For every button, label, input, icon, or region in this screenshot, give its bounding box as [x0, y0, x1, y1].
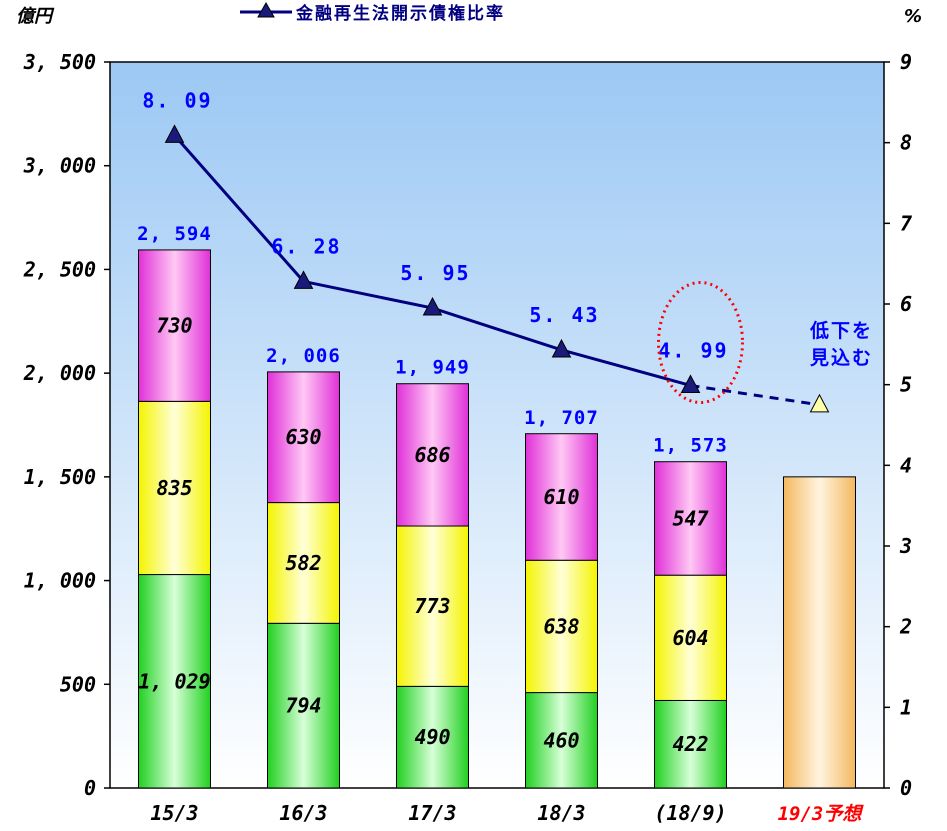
segment-value-label: 610 [543, 485, 579, 509]
bar-segment [654, 574, 727, 701]
bar-segment [525, 692, 598, 789]
right-tick-label: 0 [900, 776, 912, 800]
bar-segment [396, 383, 469, 527]
segment-value-label: 422 [672, 732, 708, 756]
segment-value-label: 490 [414, 725, 450, 749]
segment-value-label: 638 [543, 614, 579, 638]
left-axis: 0 500 1, 000 1, 500 2, 000 2, 500 3, 000 3, 500 [23, 50, 110, 800]
left-tick-label: 1, 000 [24, 569, 96, 593]
right-tick-label: 9 [900, 50, 912, 74]
right-tick-label: 5 [900, 373, 912, 397]
annotation-line-1: 低下を [809, 319, 873, 342]
segment-value-label: 582 [285, 551, 321, 575]
segment-value-label: 604 [672, 626, 708, 650]
segment-value-label: 794 [285, 694, 321, 718]
left-axis-unit: 億円 [16, 6, 55, 27]
category-label-forecast: 19/3予想 [778, 803, 865, 825]
right-axis: 0 1 2 3 4 5 6 7 8 9 [884, 50, 912, 800]
category-label: 18/3 [537, 801, 585, 825]
bar-segment [267, 371, 340, 504]
ratio-value-label: 4. 99 [658, 338, 728, 362]
right-tick-label: 7 [900, 211, 912, 235]
highlight-circle [657, 280, 744, 404]
left-tick-label: 2, 500 [23, 257, 96, 281]
right-tick-label: 3 [899, 534, 912, 558]
segment-value-label: 730 [156, 314, 192, 338]
segment-value-label: 1, 029 [138, 669, 210, 693]
segment-value-label: 686 [414, 443, 450, 467]
total-value-label: 2, 594 [137, 223, 212, 245]
annotation-line-2: 見込む [810, 347, 873, 369]
ratio-projected-marker [809, 393, 830, 413]
forecast-bar [783, 476, 856, 789]
right-axis-unit: % [904, 6, 922, 27]
total-value-label: 1, 707 [524, 407, 599, 429]
bar-segment [396, 685, 469, 789]
legend: 金融再生法開示債権比率 [240, 1, 505, 24]
category-label: 16/3 [279, 801, 327, 825]
segment-value-label: 773 [414, 594, 450, 618]
right-tick-label: 4 [900, 453, 912, 477]
bar-segment [138, 249, 211, 402]
left-tick-label: 2, 000 [23, 361, 96, 385]
left-tick-label: 1, 500 [24, 465, 96, 489]
left-tick-label: 3, 500 [23, 50, 96, 74]
ratio-point-marker [164, 124, 185, 143]
bar-segment [396, 525, 469, 687]
ratio-projection-line [690, 383, 820, 407]
total-value-label: 1, 949 [395, 357, 470, 379]
ratio-point-marker [422, 296, 443, 316]
right-tick-label: 8 [900, 131, 912, 155]
category-label: 15/3 [150, 801, 198, 825]
category-label: (18/9) [654, 801, 726, 825]
right-tick-label: 1 [900, 695, 912, 719]
total-value-label: 1, 573 [653, 435, 728, 457]
bars-layer: 1, 029 835 730 794 582 630 490 773 686 460 638 610 4… [137, 223, 856, 789]
segment-value-label: 460 [543, 728, 579, 752]
ratio-value-label: 5. 95 [400, 261, 470, 285]
plot-area [109, 61, 885, 789]
left-tick-label: 3, 000 [23, 154, 96, 178]
ratio-value-label: 8. 09 [142, 88, 212, 112]
right-tick-label: 6 [900, 292, 912, 316]
ratio-point-marker [551, 338, 572, 358]
segment-value-label: 835 [156, 476, 192, 500]
segment-value-label: 630 [285, 425, 321, 449]
right-tick-label: 2 [899, 615, 912, 639]
category-axis: 15/3 16/3 17/3 18/3 (18/9) 19/3予想 [150, 801, 864, 825]
forecast-annotation: 低下を 見込む [809, 319, 873, 369]
ratio-line-layer: 8. 09 6. 28 5. 95 5. 43 4. 99 [142, 88, 830, 413]
left-tick-label: 500 [60, 672, 96, 696]
legend-label: 金融再生法開示債権比率 [295, 3, 505, 24]
legend-marker-triangle [257, 1, 275, 18]
bar-segment [267, 622, 340, 789]
bar-segment [525, 433, 598, 561]
bar-segment [525, 559, 598, 694]
bar-segment [654, 461, 727, 576]
segment-value-label: 547 [672, 506, 708, 530]
ratio-value-label: 5. 43 [529, 303, 599, 327]
category-label: 17/3 [408, 801, 456, 825]
total-value-label: 2, 006 [266, 345, 341, 367]
bar-segment [267, 502, 340, 624]
bar-segment [138, 400, 211, 576]
left-tick-label: 0 [84, 776, 96, 800]
ratio-point-marker [680, 374, 701, 393]
ratio-value-label: 6. 28 [271, 234, 341, 258]
bar-segment [654, 699, 727, 789]
ratio-point-marker [293, 270, 314, 289]
